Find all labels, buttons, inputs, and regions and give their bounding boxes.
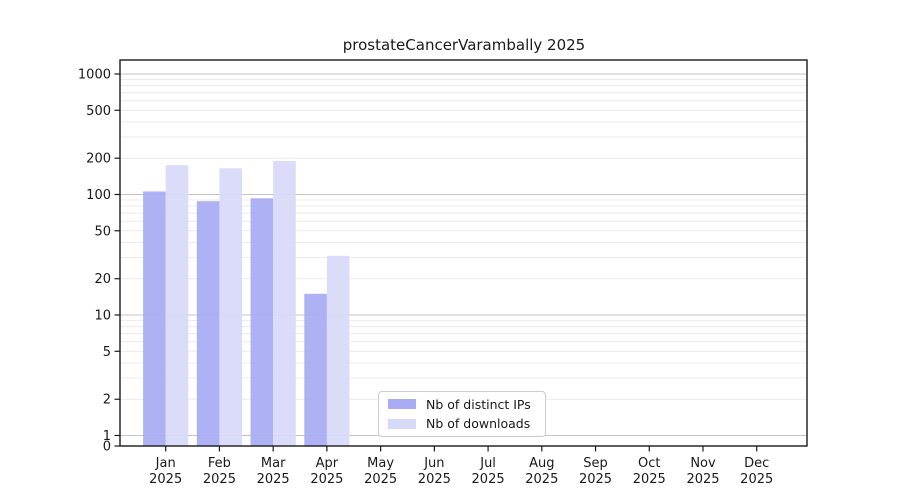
y-tick-label: 1 [103, 429, 111, 444]
plot-border [119, 59, 808, 447]
bar-downloads-3 [326, 255, 350, 446]
y-tick-label: 200 [86, 152, 111, 167]
x-tick-label-month: Oct [638, 456, 660, 471]
legend-swatch-distinct-ips [388, 399, 416, 410]
x-tick-label-month: Aug [529, 456, 554, 471]
x-tick-label-year: 2025 [472, 472, 505, 487]
y-tick-label: 100 [86, 188, 111, 203]
y-tick-label: 10 [94, 309, 111, 324]
y-tick-label: 500 [86, 104, 111, 119]
x-tick-label-month: Feb [208, 456, 231, 471]
x-tick-label-year: 2025 [310, 472, 343, 487]
legend: Nb of distinct IPs Nb of downloads [378, 391, 546, 437]
y-tick-label: 5 [103, 345, 111, 360]
x-tick-label-month: Jan [155, 456, 176, 471]
y-tick-label: 20 [94, 272, 111, 287]
legend-label-downloads: Nb of downloads [426, 416, 531, 432]
x-tick-label-year: 2025 [740, 472, 773, 487]
x-tick-label-year: 2025 [579, 472, 612, 487]
x-tick-label-year: 2025 [686, 472, 719, 487]
x-tick-label-month: Dec [744, 456, 769, 471]
x-tick-label-month: Jul [479, 456, 496, 471]
legend-swatch-downloads [388, 418, 416, 429]
x-tick-label-year: 2025 [418, 472, 451, 487]
x-tick-label-month: May [367, 456, 394, 471]
y-tick-label: 0 [103, 440, 111, 455]
x-tick-label-month: Nov [690, 456, 716, 471]
x-tick-label-month: Jun [423, 456, 444, 471]
x-tick-label-month: Apr [316, 456, 339, 471]
x-tick-label-year: 2025 [633, 472, 666, 487]
legend-item-downloads: Nb of downloads [388, 416, 545, 431]
x-tick-label-year: 2025 [203, 472, 236, 487]
y-tick-label: 50 [94, 224, 111, 239]
bar-downloads-1 [219, 168, 243, 446]
bar-distinct-ips-3 [304, 293, 327, 446]
bar-distinct-ips-2 [250, 198, 274, 446]
x-tick-label-month: Mar [261, 456, 286, 471]
y-tick-label: 1000 [78, 68, 111, 83]
bar-downloads-2 [273, 160, 296, 446]
x-tick-label-year: 2025 [257, 472, 290, 487]
chart-title: prostateCancerVarambally 2025 [342, 36, 586, 54]
legend-item-distinct-ips: Nb of distinct IPs [388, 397, 545, 412]
bar-distinct-ips-0 [143, 191, 166, 446]
x-tick-label-year: 2025 [149, 472, 182, 487]
legend-label-distinct-ips: Nb of distinct IPs [426, 396, 531, 412]
x-tick-label-year: 2025 [364, 472, 397, 487]
x-tick-label-month: Sep [583, 456, 608, 471]
bar-distinct-ips-1 [196, 201, 220, 446]
bar-downloads-0 [165, 165, 189, 446]
y-tick-label: 2 [103, 393, 111, 408]
x-tick-label-year: 2025 [525, 472, 558, 487]
